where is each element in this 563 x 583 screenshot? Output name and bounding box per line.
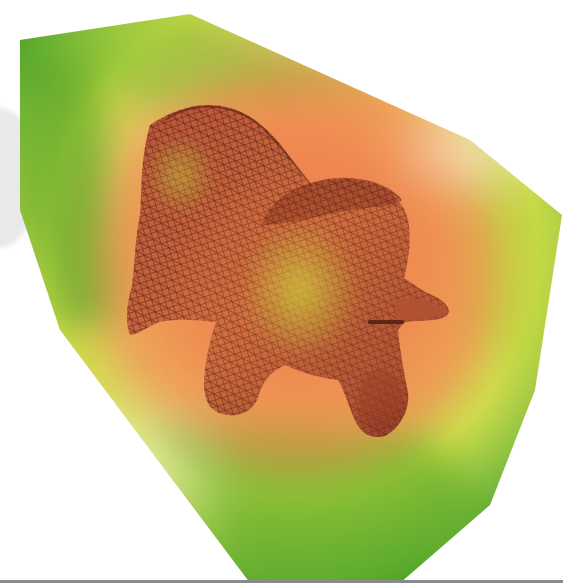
- bottom-border-line: [0, 580, 563, 583]
- triceratops-back-ridge: [164, 105, 313, 187]
